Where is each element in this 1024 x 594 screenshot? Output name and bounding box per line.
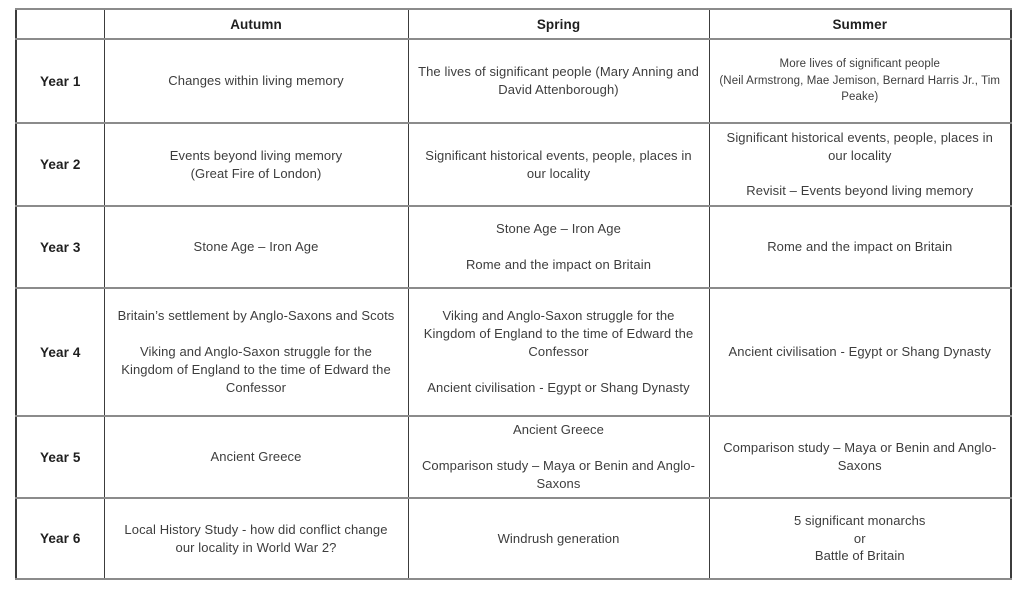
year1-spring-cell: The lives of significant people (Mary An… — [407, 38, 710, 124]
year2-summer-cell: Significant historical events, people, p… — [708, 122, 1012, 207]
year1-summer-cell: More lives of significant people (Neil A… — [708, 38, 1012, 124]
year6-summer-cell: 5 significant monarchs or Battle of Brit… — [708, 497, 1012, 580]
table-row-year1: Year 1 Changes within living memory The … — [15, 38, 1012, 124]
table-row-year6: Year 6 Local History Study - how did con… — [15, 497, 1012, 580]
year2-label: Year 2 — [15, 122, 105, 207]
year4-label: Year 4 — [15, 287, 105, 417]
year3-autumn-cell: Stone Age – Iron Age — [103, 205, 409, 289]
header-row: Autumn Spring Summer — [15, 8, 1012, 40]
year6-label: Year 6 — [15, 497, 105, 580]
table-row-year4: Year 4 Britain’s settlement by Anglo-Sax… — [15, 287, 1012, 417]
year3-summer-cell: Rome and the impact on Britain — [708, 205, 1012, 289]
curriculum-overview-table: Autumn Spring Summer Year 1 Changes with… — [15, 8, 1012, 580]
year1-label: Year 1 — [15, 38, 105, 124]
year6-autumn-cell: Local History Study - how did conflict c… — [103, 497, 409, 580]
year4-spring-cell: Viking and Anglo-Saxon struggle for the … — [407, 287, 710, 417]
year6-spring-cell: Windrush generation — [407, 497, 710, 580]
table-row-year5: Year 5 Ancient Greece Ancient Greece Com… — [15, 415, 1012, 499]
year2-spring-cell: Significant historical events, people, p… — [407, 122, 710, 207]
year3-label: Year 3 — [15, 205, 105, 289]
year4-summer-cell: Ancient civilisation - Egypt or Shang Dy… — [708, 287, 1012, 417]
header-autumn: Autumn — [103, 8, 409, 40]
year3-spring-cell: Stone Age – Iron Age Rome and the impact… — [407, 205, 710, 289]
table-row-year2: Year 2 Events beyond living memory (Grea… — [15, 122, 1012, 207]
header-summer: Summer — [708, 8, 1012, 40]
year5-label: Year 5 — [15, 415, 105, 499]
header-corner-cell — [15, 8, 105, 40]
year1-autumn-cell: Changes within living memory — [103, 38, 409, 124]
year4-autumn-cell: Britain’s settlement by Anglo-Saxons and… — [103, 287, 409, 417]
table-row-year3: Year 3 Stone Age – Iron Age Stone Age – … — [15, 205, 1012, 289]
year2-autumn-cell: Events beyond living memory (Great Fire … — [103, 122, 409, 207]
header-spring: Spring — [407, 8, 710, 40]
year5-autumn-cell: Ancient Greece — [103, 415, 409, 499]
year5-summer-cell: Comparison study – Maya or Benin and Ang… — [708, 415, 1012, 499]
year5-spring-cell: Ancient Greece Comparison study – Maya o… — [407, 415, 710, 499]
